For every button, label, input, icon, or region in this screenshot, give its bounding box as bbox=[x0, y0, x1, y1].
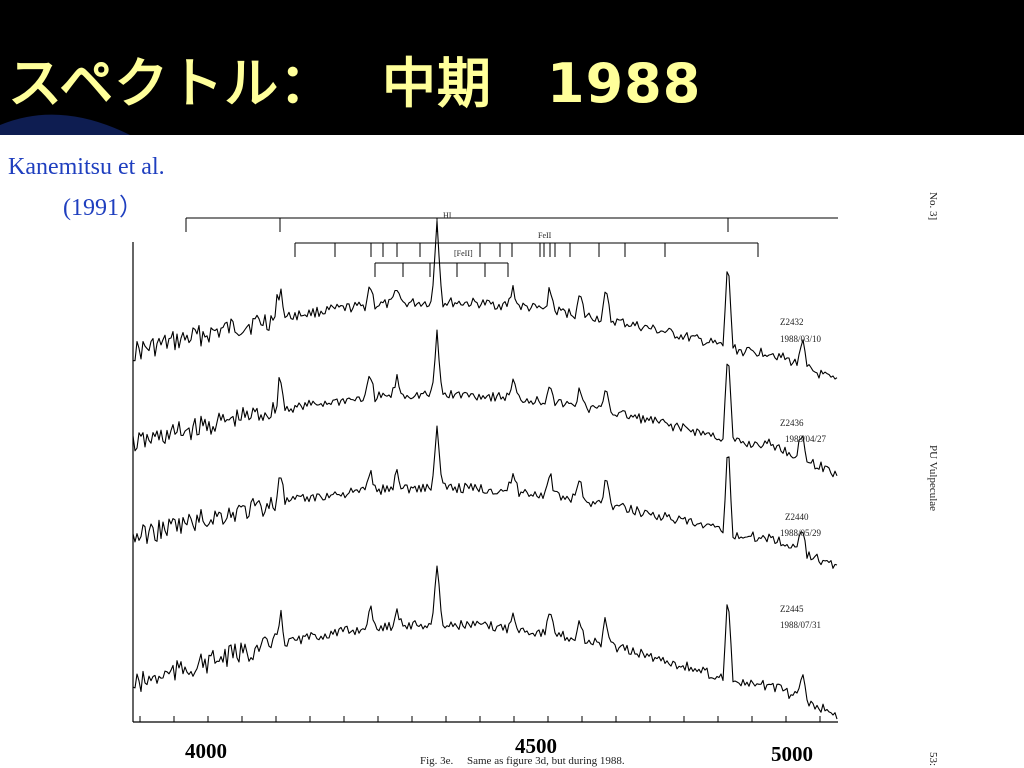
slide-title: スペクトル： 中期 1988 bbox=[8, 52, 702, 115]
spectrum-trace-1 bbox=[132, 329, 838, 478]
axis-label-4000: 4000 bbox=[185, 739, 227, 763]
spectrum-trace-0 bbox=[132, 220, 838, 380]
spectrum-trace-3 bbox=[132, 565, 838, 720]
marker-label-feii: FeII bbox=[538, 231, 552, 240]
page-number: 53: bbox=[927, 752, 939, 766]
spectrum-date-1: 1988/04/27 bbox=[785, 434, 827, 444]
spectrum-date-3: 1988/07/31 bbox=[780, 620, 821, 630]
title-bar: スペクトル： 中期 1988 bbox=[0, 0, 1024, 135]
page-header: No. 3] bbox=[927, 192, 939, 220]
spectra-figure: HI FeII [FeII] Z2432 1988/03/10 Z2436 19… bbox=[132, 192, 939, 767]
figure-caption-label: Fig. 3e. bbox=[420, 755, 454, 767]
marker-label-hi: HI bbox=[443, 211, 452, 220]
spectrum-date-0: 1988/03/10 bbox=[780, 334, 822, 344]
axis-ticks bbox=[139, 716, 821, 722]
spectrum-id-0: Z2432 bbox=[780, 317, 804, 327]
figure-caption-text: Same as figure 3d, but during 1988. bbox=[467, 755, 625, 767]
spectrum-id-3: Z2445 bbox=[780, 604, 804, 614]
citation-year: (1991） bbox=[63, 195, 143, 221]
citation-authors: Kanemitsu et al. bbox=[8, 154, 165, 180]
axis-label-5000: 5000 bbox=[771, 742, 813, 766]
axis-label-4500: 4500 bbox=[515, 734, 557, 758]
spectrum-id-2: Z2440 bbox=[785, 512, 809, 522]
marker-label-forbidden-feii: [FeII] bbox=[454, 249, 473, 258]
line-markers bbox=[185, 217, 838, 277]
title-swoosh-decoration bbox=[0, 114, 130, 135]
running-title: PU Vulpeculae bbox=[927, 445, 939, 511]
spectrum-date-2: 1988/05/29 bbox=[780, 528, 822, 538]
spectrum-id-1: Z2436 bbox=[780, 418, 804, 428]
spectrum-trace-2 bbox=[132, 425, 838, 569]
spectra-traces bbox=[132, 220, 838, 720]
